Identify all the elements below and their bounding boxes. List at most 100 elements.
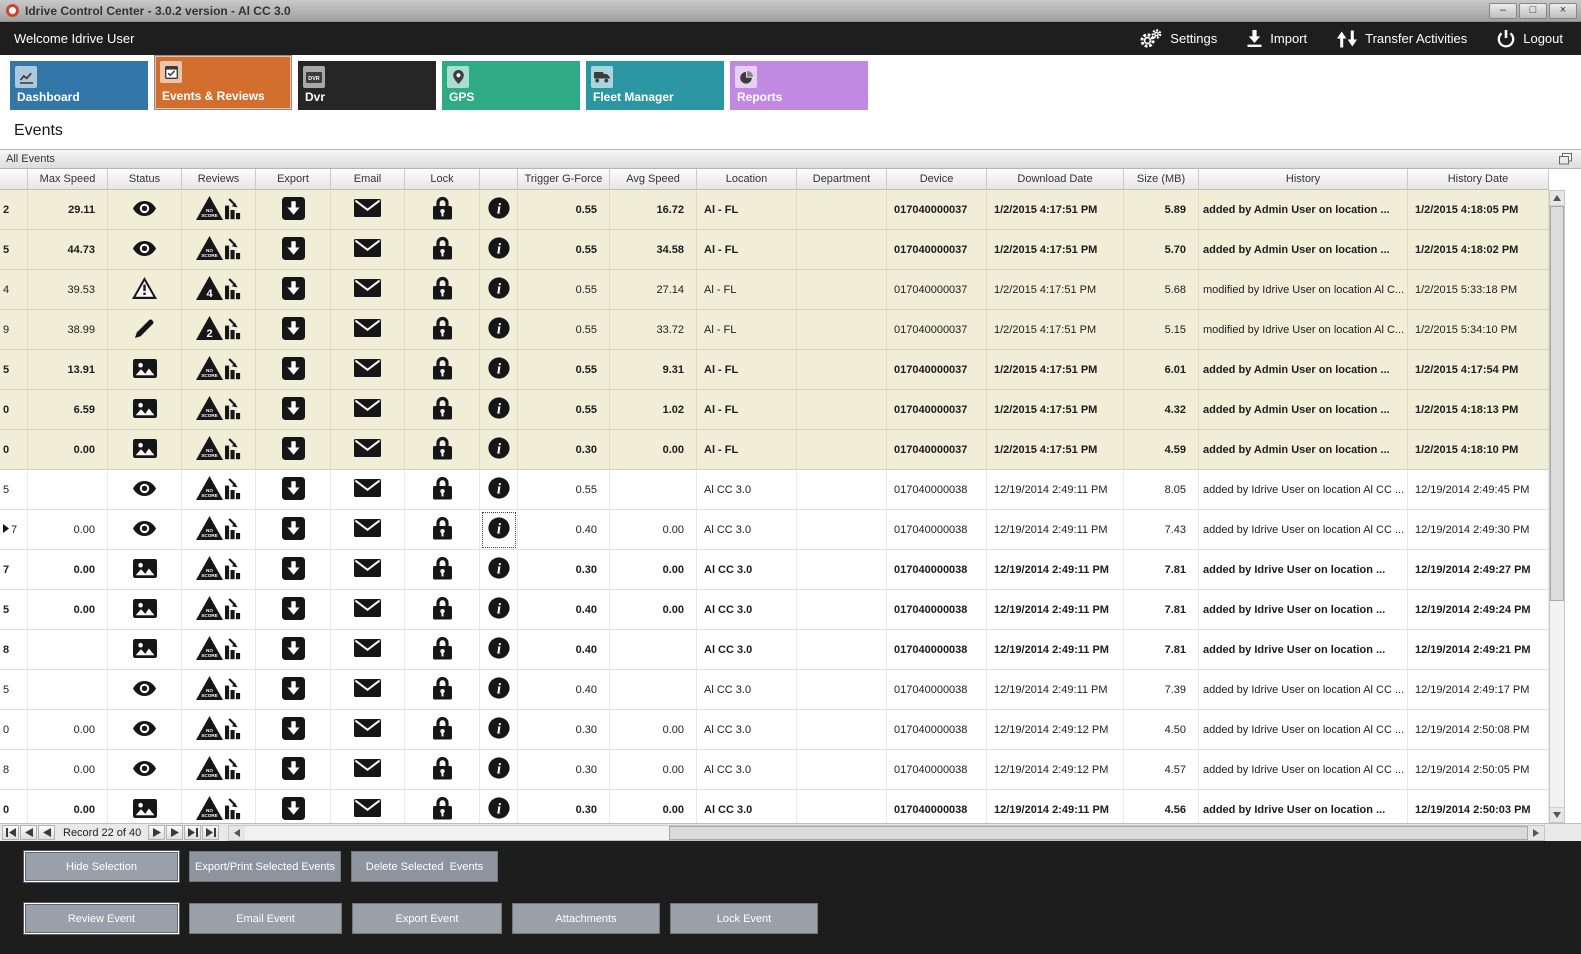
- info-button[interactable]: i: [480, 790, 518, 823]
- export-button[interactable]: [256, 230, 331, 270]
- prev-record-button[interactable]: [38, 825, 55, 840]
- info-button[interactable]: i: [480, 670, 518, 710]
- next-record-button[interactable]: [148, 825, 166, 840]
- email-button[interactable]: [331, 310, 405, 350]
- tab-dvr[interactable]: DVR Dvr: [298, 61, 436, 110]
- lock-button[interactable]: [405, 230, 480, 270]
- info-button[interactable]: i: [480, 510, 518, 550]
- column-header-export[interactable]: Export: [256, 169, 331, 189]
- attachments-button[interactable]: Attachments: [512, 903, 660, 934]
- prev-page-button[interactable]: [20, 825, 37, 840]
- horizontal-scroll-thumb[interactable]: [668, 825, 1528, 840]
- export-button[interactable]: [256, 590, 331, 630]
- end-record-button[interactable]: [202, 825, 220, 840]
- review-score-button[interactable]: 2: [182, 310, 256, 350]
- info-button[interactable]: i: [480, 230, 518, 270]
- table-row[interactable]: 5 NO SCORE i 0.55 Al CC 3.0 017040000038 12/19/…: [0, 470, 1549, 510]
- email-button[interactable]: [331, 750, 405, 790]
- column-header-history-date[interactable]: History Date: [1408, 169, 1549, 189]
- table-row[interactable]: 2 29.11 NO SCORE i 0.55 16.72 Al - FL 0170400000…: [0, 190, 1549, 230]
- email-button[interactable]: [331, 710, 405, 750]
- table-row[interactable]: 5 13.91 NO SCORE i 0.55 9.31 Al - FL 01704000003…: [0, 350, 1549, 390]
- export-button[interactable]: [256, 790, 331, 823]
- table-row[interactable]: 8 NO SCORE i 0.40 Al CC 3.0 017040000038 12/19/…: [0, 630, 1549, 670]
- review-score-button[interactable]: NO SCORE: [182, 430, 256, 470]
- settings-button[interactable]: Settings: [1138, 28, 1217, 49]
- email-button[interactable]: [331, 470, 405, 510]
- column-header-trigger-g-force[interactable]: Trigger G-Force: [518, 169, 610, 189]
- review-score-button[interactable]: 4: [182, 270, 256, 310]
- export-button[interactable]: [256, 190, 331, 230]
- export-button[interactable]: [256, 270, 331, 310]
- review-score-button[interactable]: NO SCORE: [182, 670, 256, 710]
- email-button[interactable]: [331, 430, 405, 470]
- lock-button[interactable]: [405, 670, 480, 710]
- lock-event-button[interactable]: Lock Event: [670, 903, 818, 934]
- scroll-down-button[interactable]: [1550, 807, 1564, 822]
- scroll-right-button[interactable]: [1528, 825, 1544, 840]
- column-header-device[interactable]: Device: [887, 169, 987, 189]
- hide-selection-button[interactable]: Hide Selection: [24, 851, 179, 882]
- review-score-button[interactable]: NO SCORE: [182, 710, 256, 750]
- import-button[interactable]: Import: [1247, 30, 1307, 47]
- column-header-email[interactable]: Email: [331, 169, 405, 189]
- review-score-button[interactable]: NO SCORE: [182, 190, 256, 230]
- email-button[interactable]: [331, 790, 405, 823]
- email-button[interactable]: [331, 510, 405, 550]
- tab-gps[interactable]: GPS: [442, 61, 580, 110]
- lock-button[interactable]: [405, 550, 480, 590]
- info-button[interactable]: i: [480, 430, 518, 470]
- export-button[interactable]: [256, 550, 331, 590]
- export-button[interactable]: [256, 750, 331, 790]
- review-score-button[interactable]: NO SCORE: [182, 510, 256, 550]
- horizontal-scroll-track[interactable]: [245, 825, 1528, 840]
- email-button[interactable]: [331, 230, 405, 270]
- export-button[interactable]: [256, 430, 331, 470]
- column-header-row-indicator[interactable]: [0, 169, 28, 189]
- review-score-button[interactable]: NO SCORE: [182, 230, 256, 270]
- lock-button[interactable]: [405, 790, 480, 823]
- export-button[interactable]: [256, 310, 331, 350]
- info-button[interactable]: i: [480, 270, 518, 310]
- transfer-activities-button[interactable]: Transfer Activities: [1337, 30, 1467, 48]
- column-header-history[interactable]: History: [1199, 169, 1408, 189]
- logout-button[interactable]: Logout: [1497, 29, 1563, 48]
- lock-button[interactable]: [405, 310, 480, 350]
- lock-button[interactable]: [405, 590, 480, 630]
- column-header-avg-speed[interactable]: Avg Speed: [610, 169, 697, 189]
- lock-button[interactable]: [405, 750, 480, 790]
- review-score-button[interactable]: NO SCORE: [182, 590, 256, 630]
- column-header-info[interactable]: [480, 169, 518, 189]
- minimize-button[interactable]: –: [1489, 2, 1517, 19]
- column-header-lock[interactable]: Lock: [405, 169, 480, 189]
- export-button[interactable]: [256, 670, 331, 710]
- column-header-download-date[interactable]: Download Date: [987, 169, 1124, 189]
- info-button[interactable]: i: [480, 350, 518, 390]
- last-record-button[interactable]: [184, 825, 202, 840]
- export-button[interactable]: [256, 350, 331, 390]
- scroll-up-button[interactable]: [1550, 191, 1564, 206]
- horizontal-scrollbar[interactable]: [228, 824, 1545, 841]
- maximize-button[interactable]: □: [1519, 2, 1547, 19]
- review-score-button[interactable]: NO SCORE: [182, 350, 256, 390]
- info-button[interactable]: i: [480, 590, 518, 630]
- info-button[interactable]: i: [480, 630, 518, 670]
- vertical-scroll-thumb[interactable]: [1550, 206, 1564, 601]
- table-row[interactable]: 7 0.00 NO SCORE i 0.30 0.00 Al CC 3.0 0170400000…: [0, 550, 1549, 590]
- first-record-button[interactable]: [2, 825, 19, 840]
- email-button[interactable]: [331, 590, 405, 630]
- info-button[interactable]: i: [480, 550, 518, 590]
- export-print-selected-events-button[interactable]: Export/Print Selected Events: [189, 851, 341, 882]
- table-row[interactable]: 5 NO SCORE i 0.40 Al CC 3.0 017040000038 12/19/…: [0, 670, 1549, 710]
- table-row[interactable]: 9 38.99 2 i 0.55 33.72 Al - FL 017040000037 1/2/…: [0, 310, 1549, 350]
- lock-button[interactable]: [405, 430, 480, 470]
- lock-button[interactable]: [405, 630, 480, 670]
- export-button[interactable]: [256, 710, 331, 750]
- review-score-button[interactable]: NO SCORE: [182, 550, 256, 590]
- column-header-reviews[interactable]: Reviews: [182, 169, 256, 189]
- column-header-size-mb[interactable]: Size (MB): [1124, 169, 1199, 189]
- review-score-button[interactable]: NO SCORE: [182, 750, 256, 790]
- table-row[interactable]: 5 44.73 NO SCORE i 0.55 34.58 Al - FL 0170400000…: [0, 230, 1549, 270]
- table-row[interactable]: 0 6.59 NO SCORE i 0.55 1.02 Al - FL 017040000037…: [0, 390, 1549, 430]
- info-button[interactable]: i: [480, 710, 518, 750]
